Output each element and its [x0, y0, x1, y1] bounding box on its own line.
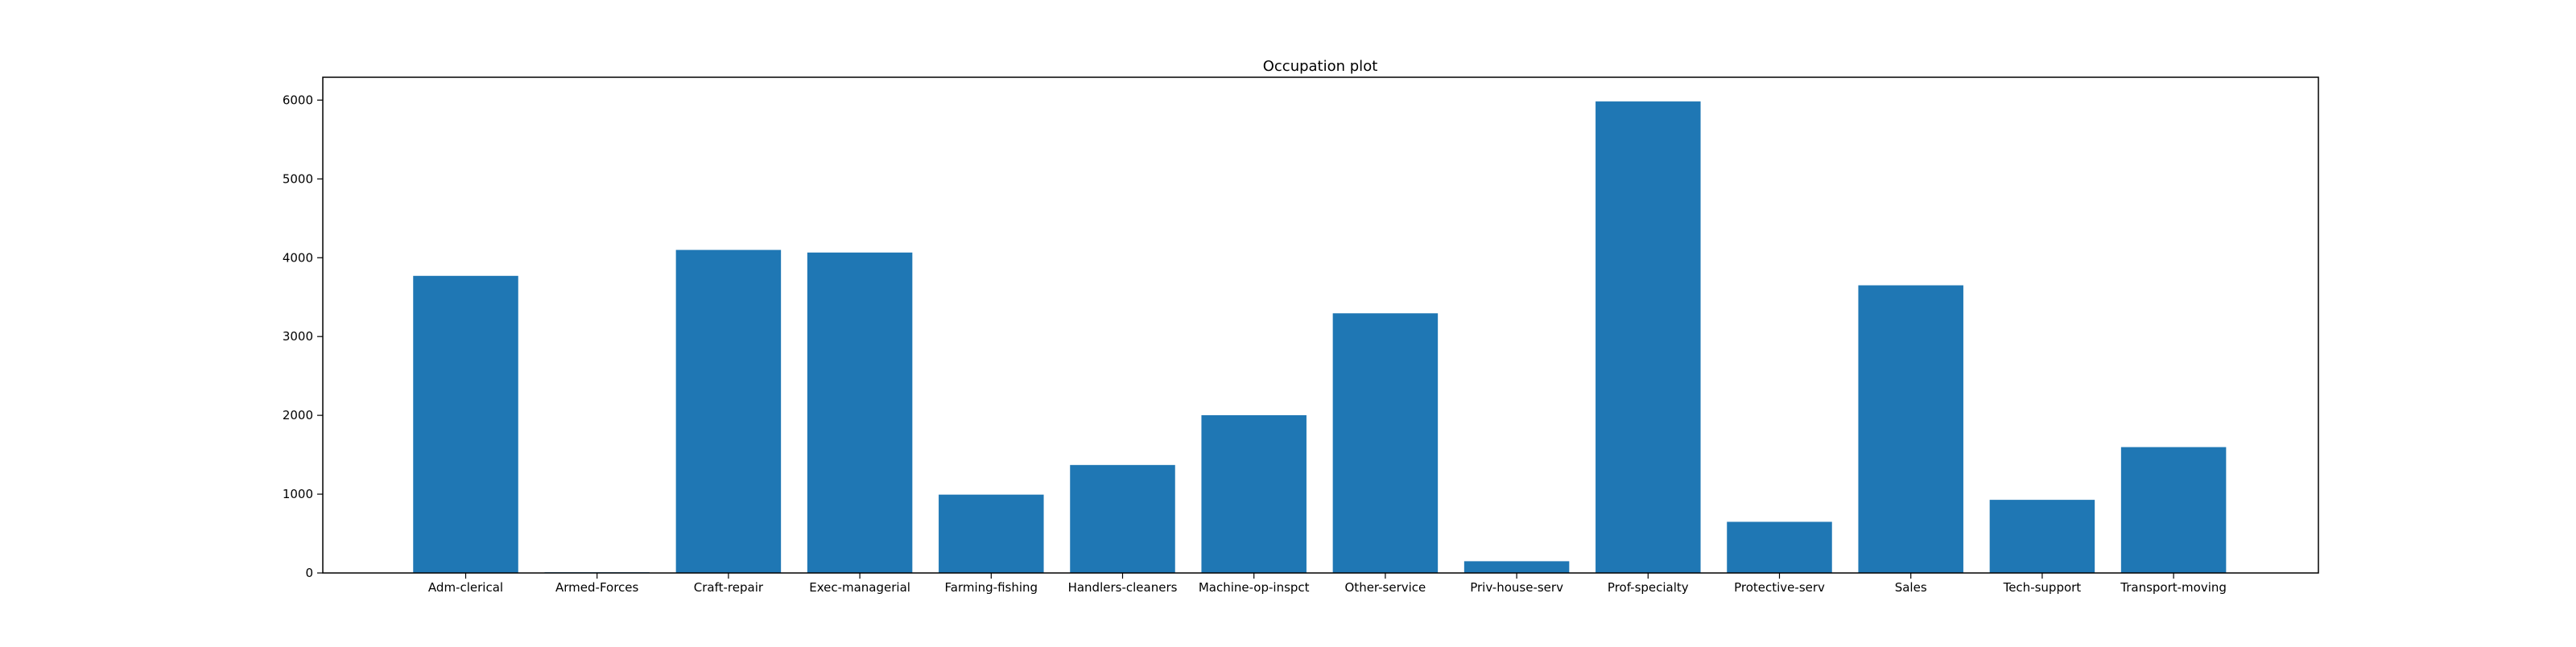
chart-title: Occupation plot [1263, 58, 1378, 75]
x-tick-label: Adm-clerical [428, 580, 503, 595]
y-tick-label: 3000 [283, 329, 313, 344]
x-tick-label: Sales [1895, 580, 1927, 595]
bar-transport-moving [2120, 447, 2227, 573]
x-tick-label: Armed-Forces [555, 580, 639, 595]
y-tick-label: 1000 [283, 487, 313, 501]
y-tick-label: 0 [305, 566, 313, 580]
bars-layer [413, 101, 2227, 574]
x-tick-label: Transport-moving [2120, 580, 2227, 595]
y-tick-label: 5000 [283, 171, 313, 186]
bar-tech-support [1989, 500, 2095, 573]
x-tick-label: Exec-managerial [809, 580, 910, 595]
bar-protective-serv [1727, 521, 1832, 573]
x-tick-label: Handlers-cleaners [1068, 580, 1178, 595]
y-tick-label: 6000 [283, 93, 313, 107]
bar-machine-op-inspct [1201, 414, 1307, 573]
bar-sales [1858, 285, 1963, 573]
x-axis: Adm-clerical Armed-Forces Craft-repair Exec… [428, 573, 2227, 595]
bar-adm-clerical [413, 275, 518, 573]
x-tick-label: Farming-fishing [945, 580, 1038, 595]
bar-exec-managerial [807, 252, 913, 573]
bar-handlers-cleaners [1070, 464, 1175, 573]
x-tick-label: Prof-specialty [1608, 580, 1689, 595]
y-tick-label: 4000 [283, 250, 313, 265]
x-tick-label: Priv-house-serv [1470, 580, 1563, 595]
x-tick-label: Craft-repair [694, 580, 764, 595]
bar-prof-specialty [1596, 101, 1701, 574]
x-tick-label: Machine-op-inspct [1199, 580, 1310, 595]
bar-priv-house-serv [1463, 561, 1570, 573]
x-tick-label: Tech-support [2003, 580, 2082, 595]
x-tick-label: Protective-serv [1734, 580, 1825, 595]
bar-craft-repair [675, 249, 782, 573]
bar-other-service [1332, 313, 1439, 573]
y-axis: 0 1000 2000 3000 4000 5000 6000 [283, 93, 323, 580]
plot-frame [322, 76, 2319, 574]
x-tick-label: Other-service [1345, 580, 1426, 595]
y-tick-label: 2000 [283, 408, 313, 422]
bar-farming-fishing [939, 494, 1044, 573]
